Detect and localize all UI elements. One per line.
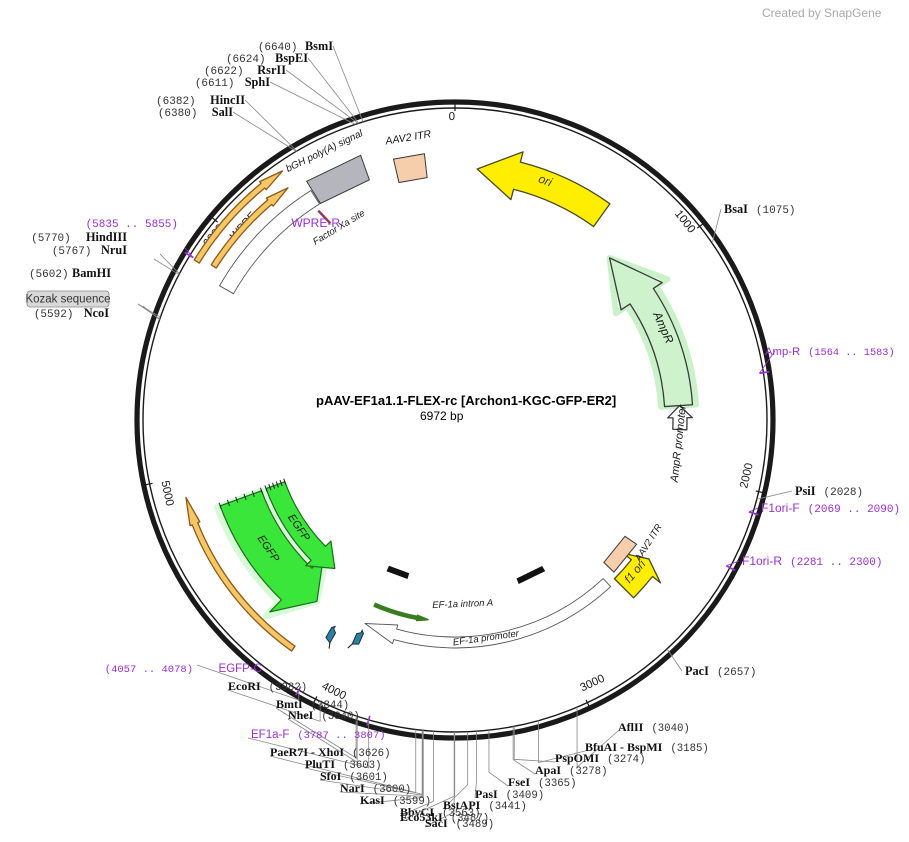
svg-text:(5602): (5602) xyxy=(29,269,69,281)
svg-text:EGFP-C: EGFP-C xyxy=(219,663,262,675)
svg-text:5000: 5000 xyxy=(158,480,175,508)
svg-text:(6611): (6611) xyxy=(195,78,235,90)
svg-text:NcoI: NcoI xyxy=(84,306,109,320)
svg-text:(5770): (5770) xyxy=(31,233,71,245)
svg-text:HindIII: HindIII xyxy=(86,230,127,244)
svg-text:SphI: SphI xyxy=(245,75,271,89)
svg-text:(6622): (6622) xyxy=(204,66,244,78)
svg-text:NheI(3840): NheI (3840) xyxy=(288,708,360,723)
svg-text:(5767): (5767) xyxy=(52,246,92,258)
svg-text:AAV2 ITR: AAV2 ITR xyxy=(384,128,433,148)
svg-text:BsmI: BsmI xyxy=(305,39,333,53)
svg-text:(5592): (5592) xyxy=(34,309,74,321)
svg-text:0: 0 xyxy=(449,111,455,123)
svg-text:PacI(2657): PacI (2657) xyxy=(685,664,757,679)
svg-text:Kozak sequence: Kozak sequence xyxy=(25,294,110,306)
svg-text:NruI: NruI xyxy=(101,243,127,257)
svg-text:2000: 2000 xyxy=(738,462,756,490)
svg-text:ApaI(3278): ApaI (3278) xyxy=(535,763,608,778)
svg-text:BfuAI - BspMI(3185): BfuAI - BspMI (3185) xyxy=(585,740,709,755)
svg-text:AflII(3040): AflII (3040) xyxy=(618,720,690,735)
svg-text:SalI: SalI xyxy=(212,105,233,119)
svg-text:F1ori-F(2069 .. 2090): F1ori-F (2069 .. 2090) xyxy=(761,501,900,516)
svg-text:PasI(3409): PasI (3409) xyxy=(475,787,544,802)
svg-text:(6382): (6382) xyxy=(156,96,196,108)
svg-text:FseI(3365): FseI (3365) xyxy=(508,775,576,790)
svg-text:F1ori-R(2281 .. 2300): F1ori-R (2281 .. 2300) xyxy=(742,554,882,569)
svg-text:BamHI: BamHI xyxy=(72,266,111,280)
svg-text:BsaI(1075): BsaI (1075) xyxy=(724,202,796,217)
svg-text:PsiI(2028): PsiI (2028) xyxy=(795,484,863,499)
svg-text:WPRE-R: WPRE-R xyxy=(291,216,340,230)
svg-text:(6380): (6380) xyxy=(158,108,198,120)
svg-text:EcoRI(3982): EcoRI (3982) xyxy=(228,679,307,694)
svg-text:Amp-R(1564 .. 1583): Amp-R (1564 .. 1583) xyxy=(765,346,895,359)
svg-text:EF1a-F(3787 .. 3807): EF1a-F (3787 .. 3807) xyxy=(251,729,386,742)
svg-text:(4057 .. 4078): (4057 .. 4078) xyxy=(105,664,193,676)
svg-text:AAV2 ITR: AAV2 ITR xyxy=(632,522,664,564)
svg-text:EF-1a intron A: EF-1a intron A xyxy=(432,598,493,611)
svg-text:3000: 3000 xyxy=(578,673,606,695)
svg-text:PluTI(3603): PluTI (3603) xyxy=(305,757,382,772)
